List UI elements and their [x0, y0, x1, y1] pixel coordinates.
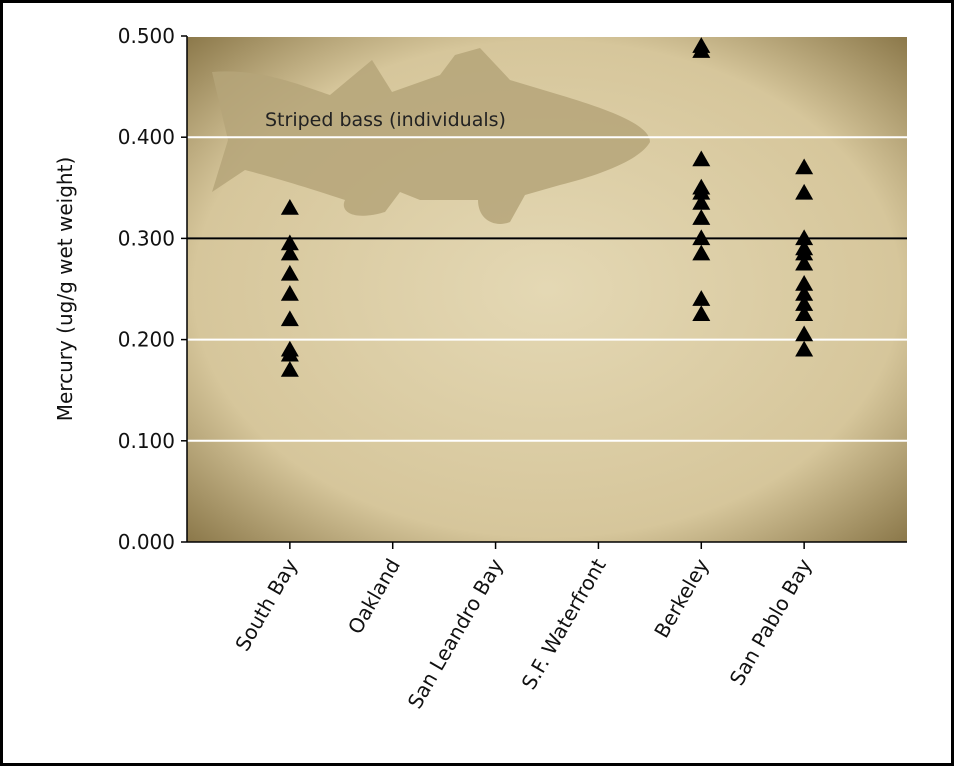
y-tick-label: 0.400	[118, 125, 175, 149]
y-tick-label: 0.500	[118, 24, 175, 48]
chart: Striped bass (individuals) Mercury (ug/g…	[0, 0, 955, 767]
y-tick-label: 0.300	[118, 226, 175, 250]
y-tick-label: 0.000	[118, 530, 175, 554]
y-tick-label: 0.100	[118, 429, 175, 453]
annotation: Striped bass (individuals)	[265, 109, 506, 131]
y-tick-label: 0.200	[118, 328, 175, 352]
y-axis-label: Mercury (ug/g wet weight)	[53, 157, 77, 422]
